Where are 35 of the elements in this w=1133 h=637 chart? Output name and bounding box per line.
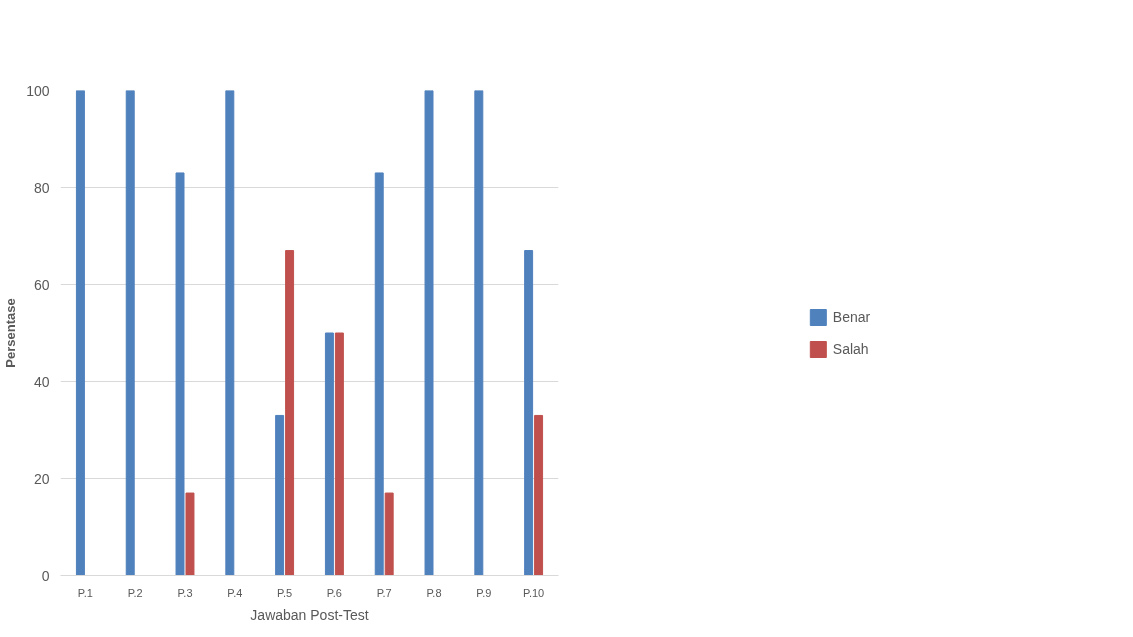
y-tick-label: 100 bbox=[26, 82, 50, 99]
bar bbox=[424, 90, 434, 576]
bar bbox=[185, 492, 195, 576]
x-tick-label: P.7 bbox=[376, 586, 392, 599]
bar bbox=[225, 90, 235, 576]
x-tick-label: P.2 bbox=[127, 586, 143, 599]
bar bbox=[125, 90, 135, 576]
x-tick-label: P.9 bbox=[476, 586, 492, 599]
x-axis-title: Jawaban Post-Test bbox=[250, 606, 369, 623]
y-tick-label: 80 bbox=[33, 179, 50, 196]
bar bbox=[374, 172, 384, 576]
bar bbox=[384, 492, 394, 576]
y-axis-title: Persentase bbox=[3, 298, 19, 368]
bar bbox=[534, 414, 544, 576]
x-tick-label: P.3 bbox=[177, 586, 193, 599]
y-tick-label: 0 bbox=[41, 567, 50, 584]
bar bbox=[275, 414, 285, 576]
bar bbox=[285, 250, 295, 576]
x-tick-label: P.4 bbox=[227, 586, 243, 599]
bar bbox=[175, 172, 185, 576]
x-tick-label: P.10 bbox=[522, 586, 545, 599]
x-tick-label: P.8 bbox=[426, 586, 442, 599]
bar bbox=[474, 90, 484, 576]
x-tick-label: P.5 bbox=[277, 586, 293, 599]
legend-label: Salah bbox=[832, 340, 869, 357]
y-tick-label: 20 bbox=[33, 470, 50, 487]
legend-label: Benar bbox=[832, 308, 871, 325]
x-tick-label: P.6 bbox=[326, 586, 342, 599]
x-tick-label: P.1 bbox=[77, 586, 93, 599]
bar bbox=[75, 90, 85, 576]
bar bbox=[334, 332, 344, 576]
bar bbox=[324, 332, 334, 576]
y-tick-label: 40 bbox=[33, 373, 50, 390]
y-tick-label: 60 bbox=[33, 276, 50, 293]
bar bbox=[524, 250, 534, 576]
